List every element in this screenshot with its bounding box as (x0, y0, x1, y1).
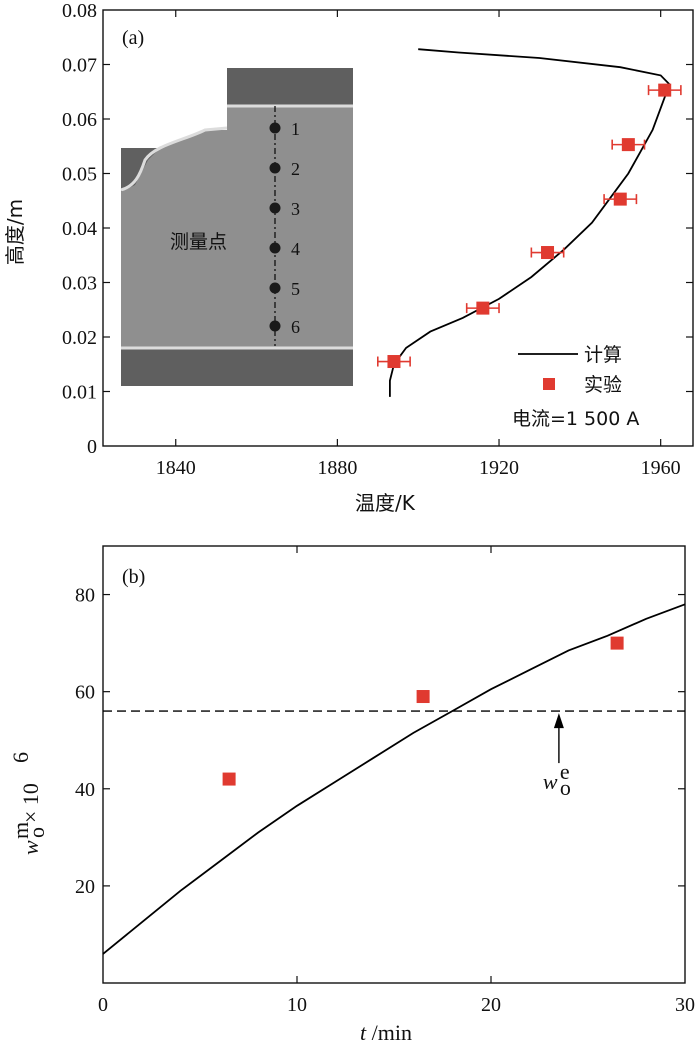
legend-a: 计算 实验 电流=1 500 A (512, 344, 639, 430)
inset-measure-points: 1 2 3 4 5 6 (269, 119, 300, 337)
y-tick-label-a: 0 (87, 436, 97, 458)
y-tick-label-a: 0.05 (62, 164, 97, 186)
annotation-sup: e (560, 759, 570, 784)
y-tick-label-b: 60 (75, 682, 95, 704)
y-axis-sub: o (24, 827, 49, 838)
measure-point-number: 5 (291, 279, 300, 299)
panel-label-a: (a) (122, 27, 144, 49)
data-point-a (541, 246, 555, 260)
data-point-a (387, 355, 401, 369)
inset-label: 测量点 (170, 231, 227, 253)
y-axis-title-a: 高度/m (3, 199, 27, 265)
data-point-a (621, 138, 635, 152)
measure-point-dot (269, 202, 281, 214)
x-ticks-b: 0 10 20 30 (98, 546, 695, 1016)
measure-point-dot (269, 282, 281, 294)
x-tick-label-b: 10 (287, 994, 307, 1016)
x-tick-label-b: 20 (481, 994, 501, 1016)
exp-points-a (376, 83, 682, 369)
legend-line-label: 计算 (584, 344, 622, 366)
annotation-label: w (543, 769, 558, 794)
y-axis-title-b: w m o × 10 6 (8, 752, 49, 855)
panel-label-b: (b) (122, 566, 145, 588)
x-tick-label-a: 1960 (641, 457, 681, 479)
measure-point-number: 2 (291, 159, 300, 179)
y-ticks-a: 0 0.01 0.02 0.03 0.04 0.05 0.06 0.07 0.08 (62, 0, 693, 458)
y-tick-label-a: 0.03 (62, 273, 97, 295)
y-axis-tail: × 10 (18, 783, 43, 823)
x-tick-label-a: 1920 (479, 457, 519, 479)
panel-b: 20 40 60 80 0 10 20 30 w e o (b) t /min w m o … (8, 545, 695, 1045)
y-tick-label-b: 40 (75, 779, 95, 801)
legend-marker-label: 实验 (584, 374, 622, 396)
measure-point-dot (269, 320, 281, 332)
x-axis-title-a: 温度/K (355, 491, 416, 515)
x-tick-label-b: 0 (98, 994, 108, 1016)
axes-frame-b (102, 545, 686, 984)
x-axis-var: t (360, 1020, 367, 1045)
y-tick-label-a: 0.01 (62, 382, 97, 404)
y-tick-label-a: 0.02 (62, 327, 97, 349)
y-tick-label-a: 0.06 (62, 109, 97, 131)
annotation-arrow-head (553, 713, 564, 729)
annotation-sub: o (560, 775, 571, 800)
y-ticks-b: 20 40 60 80 (75, 585, 685, 898)
x-axis-unit: /min (372, 1020, 412, 1045)
inset-bottom-block (121, 348, 353, 386)
measure-point-number: 4 (291, 239, 300, 259)
legend-note: 电流=1 500 A (512, 408, 639, 430)
x-tick-label-a: 1880 (317, 457, 357, 479)
y-tick-label-b: 20 (75, 876, 95, 898)
inset-schematic: 测量点 1 2 3 4 5 6 (120, 68, 353, 386)
y-tick-label-a: 0.04 (62, 218, 97, 240)
measure-point-number: 3 (291, 199, 300, 219)
inset-top-block (227, 68, 353, 106)
exp-points-b (222, 636, 624, 786)
measure-point-dot (269, 242, 281, 254)
annotation-we: w e o (543, 713, 571, 800)
measure-point-dot (269, 122, 281, 134)
measure-point-number: 6 (291, 317, 300, 337)
data-point-b (222, 772, 236, 786)
y-tick-label-a: 0.07 (62, 55, 97, 77)
panel-a: 测量点 1 2 3 4 5 6 0 0.01 0.02 0.03 0.04 0.05 0.06 0.07… (3, 0, 694, 515)
calc-curve-b (102, 603, 686, 955)
x-tick-label-b: 30 (675, 994, 695, 1016)
y-axis-sup: m (8, 822, 33, 839)
x-ticks-a: 1840 1880 1920 1960 (156, 10, 681, 479)
x-tick-label-a: 1840 (156, 457, 196, 479)
data-point-a (476, 301, 490, 315)
measure-point-number: 1 (291, 119, 300, 139)
y-tick-label-b: 80 (75, 585, 95, 607)
legend-marker-swatch (543, 378, 555, 390)
y-tick-label-a: 0.08 (62, 0, 97, 22)
data-point-b (416, 690, 430, 704)
inset-mid-region (121, 106, 353, 348)
calc-curve-a (389, 48, 670, 397)
data-point-a (658, 83, 672, 97)
data-point-b (610, 636, 624, 650)
data-point-a (613, 192, 627, 206)
y-axis-exp: 6 (8, 752, 33, 763)
inset-curved-interface (120, 126, 228, 192)
measure-point-dot (269, 162, 281, 174)
x-axis-title-b: t /min (360, 1020, 412, 1045)
y-axis-w: w (18, 840, 43, 855)
